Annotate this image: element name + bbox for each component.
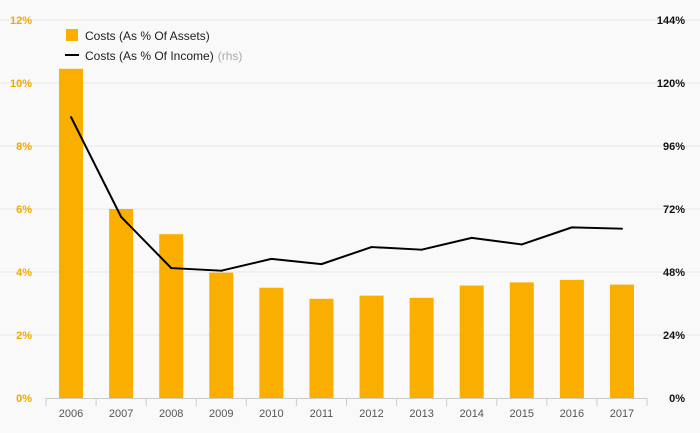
right-tick-label: 96% — [663, 141, 685, 153]
x-tick-label: 2016 — [560, 408, 584, 420]
line-point-2013 — [420, 248, 423, 251]
bar-2008 — [159, 234, 184, 398]
left-tick-label: 2% — [16, 330, 32, 342]
x-tick-label: 2011 — [310, 408, 334, 420]
x-tick-label: 2014 — [459, 408, 483, 420]
line-point-2017 — [620, 227, 623, 230]
line-point-2016 — [570, 226, 573, 229]
bar-2013 — [409, 297, 434, 398]
bar-2015 — [509, 282, 534, 398]
right-tick-label: 0% — [669, 393, 685, 405]
x-tick-label: 2007 — [109, 408, 133, 420]
line-point-2006 — [70, 116, 73, 119]
line-point-2011 — [320, 263, 323, 266]
bar-2017 — [609, 284, 634, 398]
legend-swatch-bar — [66, 29, 78, 41]
line-point-2008 — [170, 267, 173, 270]
bar-series — [59, 68, 634, 398]
right-tick-label: 24% — [663, 330, 685, 342]
right-tick-label: 72% — [663, 204, 685, 216]
bar-2016 — [559, 279, 584, 398]
line-point-2012 — [370, 246, 373, 249]
line-point-2009 — [220, 269, 223, 272]
left-tick-label: 6% — [16, 204, 32, 216]
line-path — [70, 116, 622, 272]
left-tick-label: 0% — [16, 393, 32, 405]
bar-2009 — [209, 272, 234, 398]
x-axis-ticks: 2006 2007 2008 2009 2010 2011 2012 2013 2014 2015… — [59, 408, 634, 420]
bar-2007 — [109, 209, 134, 398]
x-tick-label: 2012 — [359, 408, 383, 420]
x-tick-label: 2017 — [610, 408, 634, 420]
bar-2006 — [59, 68, 84, 398]
right-tick-label: 144% — [657, 15, 685, 27]
legend-label-line-name: Costs (As % Of Income) — [85, 49, 214, 63]
legend-label-bar: Costs (As % Of Assets) — [85, 29, 210, 43]
right-tick-label: 48% — [663, 267, 685, 279]
line-point-2014 — [470, 236, 473, 239]
left-tick-label: 12% — [10, 15, 32, 27]
x-tick-label: 2008 — [159, 408, 183, 420]
x-tick-label: 2010 — [259, 408, 283, 420]
left-tick-label: 10% — [10, 78, 32, 90]
x-tick-label: 2015 — [510, 408, 534, 420]
line-point-2015 — [520, 243, 523, 246]
right-axis-ticks: 0% 24% 48% 72% 96% 120% 144% — [657, 15, 685, 405]
line-series — [70, 116, 623, 272]
gridlines — [0, 19, 700, 336]
left-axis-ticks: 0% 2% 4% 6% 8% 10% 12% — [10, 15, 32, 405]
legend-label-line-suffix: (rhs) — [218, 49, 243, 63]
legend: Costs (As % Of Assets) Costs (As % Of In… — [65, 29, 242, 63]
bar-2011 — [309, 298, 334, 398]
bar-2014 — [459, 285, 484, 398]
axes — [45, 398, 648, 406]
bar-2012 — [359, 295, 384, 398]
bar-2010 — [259, 287, 284, 398]
x-tick-label: 2013 — [409, 408, 433, 420]
x-tick-label: 2009 — [209, 408, 233, 420]
line-point-2007 — [120, 215, 123, 218]
line-point-2010 — [270, 257, 273, 260]
legend-label-line: Costs (As % Of Income) (rhs) — [85, 49, 242, 63]
left-tick-label: 8% — [16, 141, 32, 153]
right-tick-label: 120% — [657, 78, 685, 90]
left-tick-label: 4% — [16, 267, 32, 279]
x-tick-label: 2006 — [59, 408, 83, 420]
